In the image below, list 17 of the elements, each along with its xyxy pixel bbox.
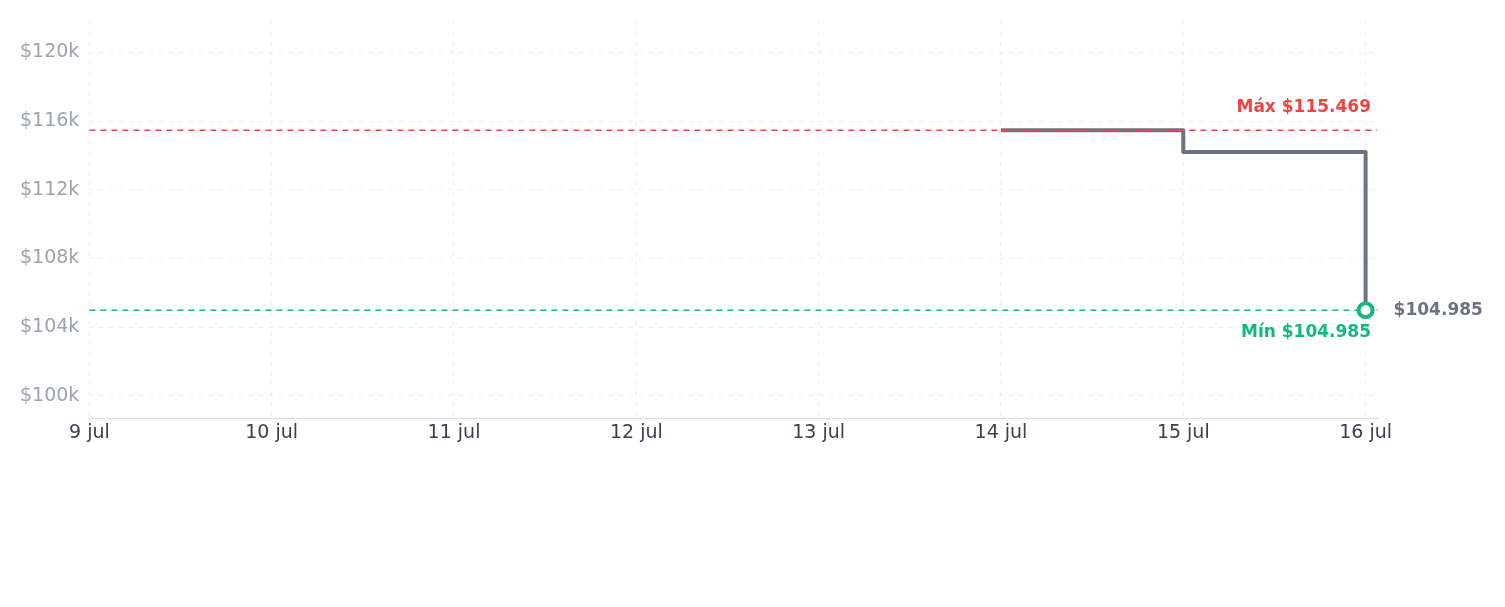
- ref-line-label: Mín $104.985: [1240, 321, 1371, 342]
- x-tick-label: 11 jul: [427, 419, 481, 442]
- x-tick-label: 10 jul: [245, 419, 299, 442]
- annotation: $104.985: [1393, 298, 1483, 319]
- y-tick-label: $116k: [20, 107, 80, 130]
- x-tick-label: 13 jul: [792, 419, 846, 442]
- ref-line-label: Máx $115.469: [1236, 96, 1371, 117]
- y-tick-label: $112k: [20, 176, 80, 199]
- y-tick-label: $104k: [20, 314, 80, 337]
- y-tick-label: $100k: [20, 382, 80, 405]
- x-tick-label: 16 jul: [1339, 419, 1393, 442]
- x-tick-label: 9 jul: [68, 419, 110, 442]
- y-tick-label: $120k: [20, 39, 80, 62]
- x-tick-label: 14 jul: [974, 419, 1028, 442]
- y-tick-label: $108k: [20, 245, 80, 268]
- x-tick-label: 15 jul: [1156, 419, 1210, 442]
- x-tick-label: 12 jul: [609, 419, 663, 442]
